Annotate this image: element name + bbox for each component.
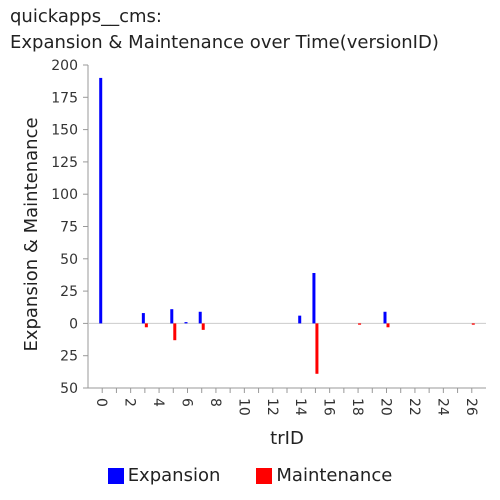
legend-label-maintenance: Maintenance bbox=[276, 465, 393, 486]
x-tick-label: 26 bbox=[463, 398, 479, 416]
x-tick-label: 18 bbox=[349, 398, 365, 416]
bar-expansion bbox=[198, 311, 202, 324]
y-tick-label: 100 bbox=[51, 187, 78, 203]
x-tick-label: 10 bbox=[235, 398, 251, 416]
legend-swatch-maintenance bbox=[256, 467, 273, 484]
legend-label-expansion: Expansion bbox=[127, 465, 221, 486]
x-tick-label: 24 bbox=[434, 398, 450, 416]
x-tick-label: 16 bbox=[321, 398, 337, 416]
x-tick-label: 20 bbox=[378, 398, 394, 416]
bar-expansion bbox=[141, 313, 145, 324]
x-tick-label: 8 bbox=[207, 398, 223, 407]
x-tick-label: 22 bbox=[406, 398, 422, 416]
bar-expansion bbox=[383, 311, 387, 324]
chart-title: quickapps__cms: bbox=[10, 6, 162, 27]
x-tick-label: 14 bbox=[292, 398, 308, 416]
legend-item-maintenance[interactable]: Maintenance bbox=[256, 465, 392, 486]
bar-expansion bbox=[298, 315, 302, 324]
y-tick-label: 0 bbox=[69, 316, 78, 332]
chart-subtitle: Expansion & Maintenance over Time(versio… bbox=[10, 32, 439, 53]
bar-maintenance bbox=[386, 323, 390, 328]
legend-swatch-expansion bbox=[107, 467, 124, 484]
bar-maintenance bbox=[471, 323, 475, 325]
x-tick-label: 4 bbox=[150, 398, 166, 407]
y-tick-label: 25 bbox=[60, 284, 78, 300]
bar-maintenance bbox=[173, 323, 177, 341]
bar-maintenance bbox=[201, 323, 205, 330]
y-tick-label: 50 bbox=[60, 381, 78, 397]
bar-expansion bbox=[170, 309, 174, 324]
y-tick-label: 50 bbox=[60, 252, 78, 268]
legend-item-expansion[interactable]: Expansion bbox=[107, 465, 221, 486]
x-tick-label: 6 bbox=[179, 398, 195, 407]
x-tick-label: 0 bbox=[93, 398, 109, 407]
bar-maintenance bbox=[144, 323, 148, 328]
legend: Expansion Maintenance bbox=[0, 465, 500, 486]
x-tick-label: 12 bbox=[264, 398, 280, 416]
y-axis-label: Expansion & Maintenance bbox=[21, 117, 42, 351]
x-axis-label: trID bbox=[270, 428, 304, 449]
y-tick-label: 175 bbox=[51, 90, 78, 106]
bar-maintenance bbox=[358, 323, 362, 325]
bar-expansion bbox=[312, 273, 316, 324]
y-tick-label: 200 bbox=[51, 58, 78, 74]
y-tick-label: 75 bbox=[60, 220, 78, 236]
bar-expansion bbox=[184, 322, 188, 324]
x-tick-label: 2 bbox=[122, 398, 138, 407]
bar-maintenance bbox=[315, 323, 319, 374]
bar-expansion bbox=[99, 77, 103, 324]
y-tick-label: 150 bbox=[51, 123, 78, 139]
y-tick-label: 25 bbox=[60, 349, 78, 365]
y-tick-label: 125 bbox=[51, 155, 78, 171]
